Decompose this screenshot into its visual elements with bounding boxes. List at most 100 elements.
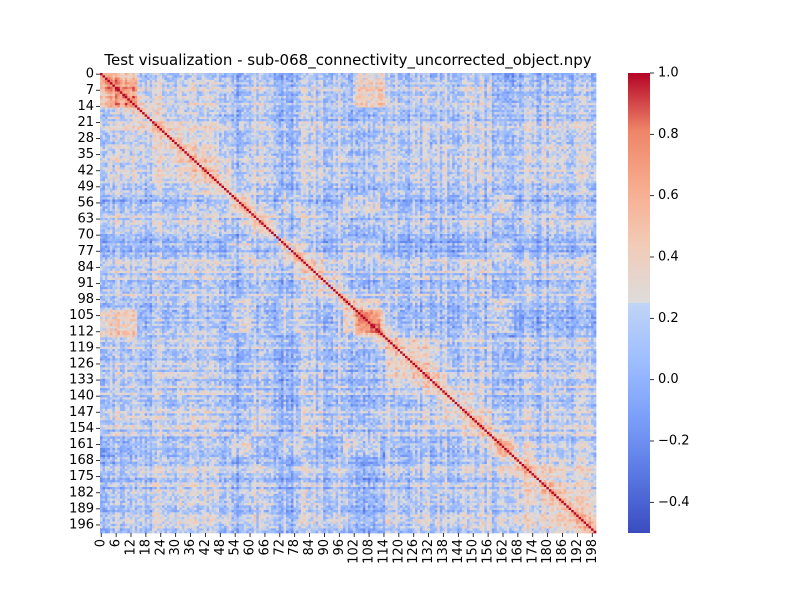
heatmap-cell [316,108,319,111]
heatmap-cell [197,96,200,99]
heatmap-cell [544,96,547,99]
heatmap-cell [579,108,582,111]
heatmap-cell [105,80,108,83]
heatmap-cell [504,101,507,104]
heatmap-cell [308,87,311,90]
heatmap-cell [122,85,125,88]
heatmap-cell [541,85,544,88]
heatmap-cell [209,91,212,94]
heatmap-cell [256,80,259,83]
heatmap-cell [492,73,495,76]
heatmap-cell [365,96,368,99]
heatmap-cell [194,94,197,97]
heatmap-cell [584,87,587,90]
heatmap-cell [445,101,448,104]
heatmap-cell [415,80,418,83]
heatmap-cell [477,87,480,90]
heatmap-cell [370,103,373,106]
heatmap-cell [442,108,445,111]
heatmap-cell [184,78,187,81]
heatmap-cell [489,101,492,104]
heatmap-cell [313,94,316,97]
heatmap-cell [489,98,492,101]
heatmap-cell [301,101,304,104]
heatmap-cell [445,87,448,90]
heatmap-cell [251,91,254,94]
heatmap-cell [564,108,567,111]
heatmap-cell [370,112,373,115]
heatmap-cell [574,78,577,81]
heatmap-cell [152,73,155,76]
heatmap-cell [519,98,522,101]
heatmap-cell [236,98,239,101]
heatmap-cell [460,105,463,108]
heatmap-cell [150,91,153,94]
heatmap-cell [502,87,505,90]
heatmap-cell [420,75,423,78]
heatmap-cell [594,108,597,111]
heatmap-cell [202,80,205,83]
heatmap-cell [125,85,128,88]
heatmap-cell [326,96,329,99]
heatmap-cell [244,89,247,92]
heatmap-cell [338,105,341,108]
heatmap-cell [162,89,165,92]
heatmap-cell [393,101,396,104]
heatmap-cell [370,73,373,76]
heatmap-cell [249,89,252,92]
heatmap-cell [125,80,128,83]
heatmap-cell [410,105,413,108]
heatmap-cell [566,105,569,108]
heatmap-cell [390,87,393,90]
heatmap-cell [125,78,128,81]
heatmap-cell [150,110,153,113]
heatmap-cell [311,80,314,83]
heatmap-cell [517,87,520,90]
heatmap-cell [298,85,301,88]
heatmap-cell [594,103,597,106]
heatmap-cell [318,108,321,111]
heatmap-cell [569,82,572,85]
heatmap-cell [497,98,500,101]
heatmap-cell [179,114,182,117]
heatmap-cell [355,94,358,97]
heatmap-cell [373,94,376,97]
heatmap-cell [112,98,115,101]
heatmap-cell [234,105,237,108]
heatmap-cell [432,105,435,108]
heatmap-cell [432,91,435,94]
heatmap-cell [110,108,113,111]
heatmap-cell [293,89,296,92]
heatmap-cell [157,108,160,111]
heatmap-cell [122,114,125,117]
heatmap-cell [539,82,542,85]
heatmap-cell [164,85,167,88]
heatmap-cell [470,87,473,90]
heatmap-cell [360,96,363,99]
heatmap-cell [576,85,579,88]
heatmap-cell [499,112,502,115]
heatmap-cell [204,112,207,115]
heatmap-cell [266,101,269,104]
heatmap-cell [110,105,113,108]
heatmap-cell [532,108,535,111]
heatmap-cell [296,94,299,97]
heatmap-cell [249,91,252,94]
heatmap-cell [455,101,458,104]
heatmap-cell [219,98,222,101]
heatmap-cell [303,96,306,99]
heatmap-cell [452,96,455,99]
heatmap-cell [214,91,217,94]
heatmap-cell [425,73,428,76]
heatmap-cell [422,105,425,108]
heatmap-cell [408,80,411,83]
heatmap-cell [231,114,234,117]
heatmap-cell [318,82,321,85]
heatmap-cell [519,78,522,81]
heatmap-cell [465,75,468,78]
heatmap-cell [556,85,559,88]
heatmap-cell [105,87,108,90]
heatmap-cell [155,112,158,115]
heatmap-cell [467,108,470,111]
heatmap-cell [541,103,544,106]
